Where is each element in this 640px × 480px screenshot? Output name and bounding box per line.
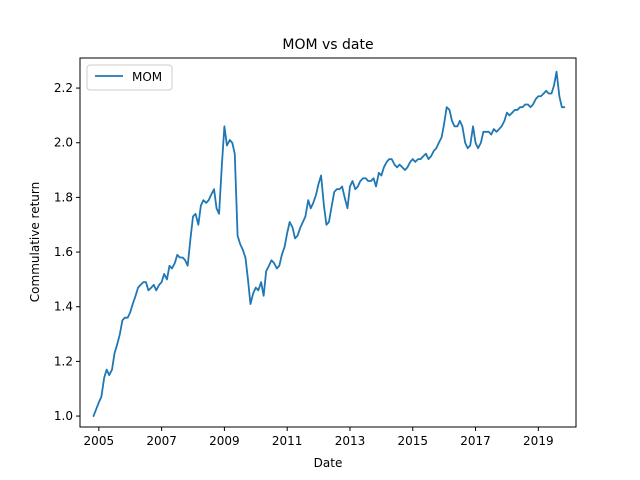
x-axis: 2005 2007 2009 2011 2013 2015 2017 2019	[84, 427, 554, 448]
x-tick-label: 2011	[272, 434, 303, 448]
y-tick-label: 1.2	[54, 354, 73, 368]
x-tick-label: 2019	[523, 434, 554, 448]
y-tick-label: 2.2	[54, 81, 73, 95]
plot-area	[92, 70, 566, 417]
x-tick-label: 2017	[460, 434, 491, 448]
legend-label-mom: MOM	[132, 70, 162, 84]
y-tick-label: 1.8	[54, 190, 73, 204]
y-tick-label: 1.4	[54, 300, 73, 314]
x-axis-label: Date	[314, 456, 343, 470]
x-tick-label: 2009	[209, 434, 240, 448]
y-axis: 1.0 1.2 1.4 1.6 1.8 2.0 2.2	[54, 81, 80, 423]
legend: MOM	[86, 64, 173, 91]
y-tick-label: 2.0	[54, 136, 73, 150]
x-tick-label: 2013	[335, 434, 366, 448]
series-line-mom	[92, 70, 566, 417]
y-axis-label: Commulative return	[28, 182, 42, 302]
legend-box	[86, 64, 173, 91]
y-tick-label: 1.6	[54, 245, 73, 259]
y-tick-label: 1.0	[54, 409, 73, 423]
axes-frame	[79, 57, 577, 428]
x-tick-label: 2007	[146, 434, 177, 448]
chart-title: MOM vs date	[282, 37, 373, 53]
x-tick-label: 2005	[84, 434, 115, 448]
x-tick-label: 2015	[397, 434, 428, 448]
